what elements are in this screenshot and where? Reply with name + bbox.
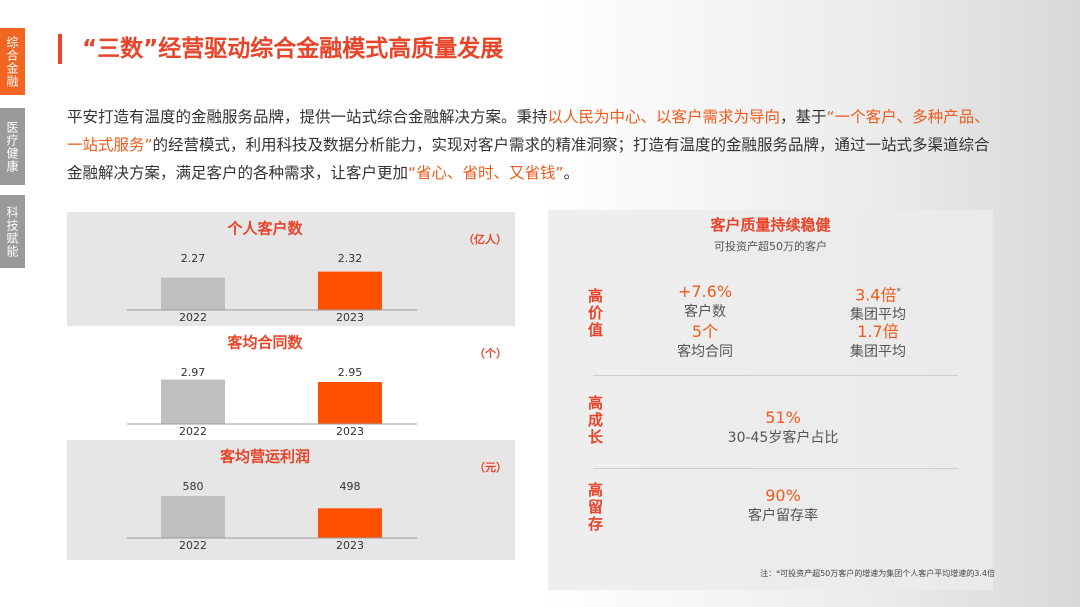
intro-segment: ，基于 [780,108,827,126]
bar-chart: 客均营运利润 （元） 580 2022 498 2023 [67,440,515,560]
metric: +7.6% 客户数 [625,282,785,322]
divider [593,375,958,376]
x-tick-label: 2023 [336,539,364,552]
value-label: 2.97 [181,366,206,379]
metric-value: 1.7倍 [857,322,899,341]
value-label: 2.95 [338,366,363,379]
intro-text: 平安打造有温度的金融服务品牌，提供一站式综合金融解决方案。秉持以人民为中心、以客… [67,103,1002,187]
intro-segment: 以人民为中心、以客户需求为导向 [547,108,781,126]
divider [593,468,958,469]
intro-segment: “省心、省时、又省钱” [408,164,564,182]
x-tick-label: 2023 [336,425,364,438]
chart-title: 客均合同数 [226,334,303,352]
tab[interactable]: 医疗健康 [0,108,25,185]
bar-chart: 个人客户数 （亿人） 2.27 2022 2.32 2023 [67,212,515,326]
intro-segment: 平安打造有温度的金融服务品牌，提供一站式综合金融解决方案。秉持 [67,108,548,126]
tab[interactable]: 科技赋能 [0,195,25,268]
metric-caption: 30-45岁客户占比 [727,430,839,446]
intro-segment: “一个客户、多种产品、一站式服务” [67,108,990,154]
unit-label: （元） [474,461,507,474]
value-label: 580 [183,480,204,493]
bar [161,277,225,310]
metric: 1.7倍集团平均 [798,322,958,362]
chart-title: 个人客户数 [226,220,303,238]
metric-caption: 客户留存率 [748,508,818,524]
panel-title: 客户质量持续稳健 [710,216,831,234]
unit-label: （亿人） [463,232,507,246]
quality-panel: 客户质量持续稳健 可投资产超50万的客户 高价值 +7.6% 客户数 3.4倍* 集… [548,210,995,590]
x-tick-label: 2022 [179,539,207,552]
value-label: 2.27 [181,252,206,265]
footnote-mark: * [896,287,901,297]
value-label: 2.32 [338,252,363,265]
row-label: 高留存 [586,482,604,533]
intro-segment: 。 [563,164,580,182]
footnote: 注：*可投资产超50万客户的增速为集团个人客户平均增速的3.4倍 [760,569,995,578]
panel-subtitle: 可投资产超50万的客户 [714,240,827,253]
x-tick-label: 2022 [179,425,207,438]
metric-caption: 集团平均 [850,307,906,324]
chart-title: 客均营运利润 [219,448,310,466]
tab-active[interactable]: 综合金融 [0,28,25,95]
metric-caption: 客户数 [684,304,726,320]
metric-value: +7.6% [677,282,733,301]
metric: 51% 30-45岁客户占比 [703,408,863,448]
x-tick-label: 2023 [336,311,364,324]
value-label: 498 [340,480,361,493]
bar [161,379,225,424]
metric-value: 90% [765,486,801,505]
metric-caption: 集团平均 [850,344,906,360]
metric: 90% 客户留存率 [703,486,863,526]
intro-segment: 的经营模式，利用科技及数据分析能力，实现对客户需求的精准洞察；打造有温度的金融服… [67,136,990,182]
bar [161,496,225,538]
metric-caption: 客均合同 [677,344,733,360]
slide-title: “三数”经营驱动综合金融模式高质量发展 [58,34,503,64]
metric: 5个客均合同 [625,322,785,362]
bar [318,382,382,424]
row-label: 高价值 [586,288,604,339]
unit-label: （个） [474,346,507,360]
metric-value: 3.4倍 [855,285,897,305]
row-label: 高成长 [586,395,604,446]
metric-value: 5个 [691,322,719,341]
metric: 3.4倍* 集团平均 [798,282,958,325]
metric-value: 3.4倍* [798,282,958,305]
metric-value: 51% [765,408,801,427]
bar [318,271,382,310]
bar [318,508,382,538]
bar-chart: 客均合同数 （个） 2.97 2022 2.95 2023 [67,326,515,440]
x-tick-label: 2022 [179,311,207,324]
